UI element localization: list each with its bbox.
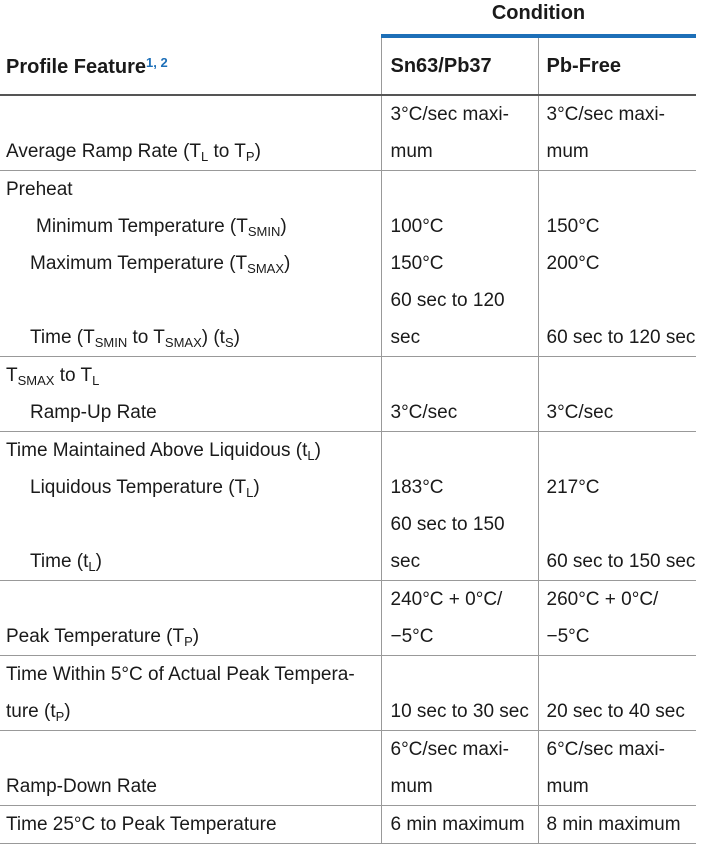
pbfree-cell: 20 sec to 40 sec — [537, 655, 696, 731]
table-row-ramp-down-rate: Ramp-Down Rate 6°C/sec maxi-mum 6°C/sec … — [0, 730, 696, 806]
sn63-header: Sn63/Pb37 — [380, 34, 538, 96]
sn63-cell: 3°C/sec maxi-mum — [380, 95, 538, 171]
sn63-cell: 183°C 60 sec to 150 sec — [380, 431, 538, 581]
table-row-average-ramp-rate: Average Ramp Rate (TL to TP) 3°C/sec max… — [0, 95, 696, 171]
row-label: Time Within 5°C of Actual Peak Tempera- … — [0, 655, 381, 731]
sn63-cell: 6°C/sec maxi-mum — [380, 730, 538, 806]
sn63-cell: 6 min maximum — [380, 805, 538, 844]
pbfree-cell: 260°C + 0°C/−5°C — [537, 580, 696, 656]
pbfree-cell: 6°C/sec maxi-mum — [537, 730, 696, 806]
row-label: Ramp-Down Rate — [0, 730, 381, 806]
profile-feature-label: Profile Feature — [6, 56, 147, 78]
pbfree-cell: 217°C 60 sec to 150 sec — [537, 431, 696, 581]
column-header-row: Profile Feature1, 2 Sn63/Pb37 Pb-Free — [0, 34, 696, 96]
sn63-cell: 10 sec to 30 sec — [380, 655, 538, 731]
condition-header-row: Condition — [0, 0, 696, 36]
pbfree-cell: 3°C/sec — [537, 356, 696, 432]
row-label: TSMAX to TL Ramp-Up Rate — [0, 356, 381, 432]
table-row-preheat: Preheat Minimum Temperature (TSMIN) Maxi… — [0, 170, 696, 357]
pbfree-cell: 150°C 200°C 60 sec to 120 sec — [537, 170, 696, 357]
row-label: Time 25°C to Peak Temperature — [0, 805, 381, 844]
table-row-liquidous: Time Maintained Above Liquidous (tL) Liq… — [0, 431, 696, 581]
sn63-cell: 240°C + 0°C/−5°C — [380, 580, 538, 656]
row-label: Average Ramp Rate (TL to TP) — [0, 95, 381, 171]
footnote-refs: 1, 2 — [146, 55, 168, 70]
table-row-time-25c-to-peak: Time 25°C to Peak Temperature 6 min maxi… — [0, 805, 696, 844]
pbfree-header: Pb-Free — [537, 34, 696, 96]
table-row-time-within-5c: Time Within 5°C of Actual Peak Tempera- … — [0, 655, 696, 731]
profile-feature-header: Profile Feature1, 2 — [0, 36, 381, 96]
condition-header: Condition — [491, 2, 586, 24]
pbfree-cell: 8 min maximum — [537, 805, 696, 844]
row-label: Peak Temperature (TP) — [0, 580, 381, 656]
row-label: Time Maintained Above Liquidous (tL) Liq… — [0, 431, 381, 581]
row-label: Preheat Minimum Temperature (TSMIN) Maxi… — [0, 170, 381, 357]
table-row-peak-temperature: Peak Temperature (TP) 240°C + 0°C/−5°C 2… — [0, 580, 696, 656]
sn63-cell: 100°C 150°C 60 sec to 120 sec — [380, 170, 538, 357]
sn63-cell: 3°C/sec — [380, 356, 538, 432]
pbfree-cell: 3°C/sec maxi-mum — [537, 95, 696, 171]
table-row-tsmax-to-tl: TSMAX to TL Ramp-Up Rate 3°C/sec 3°C/sec — [0, 356, 696, 432]
